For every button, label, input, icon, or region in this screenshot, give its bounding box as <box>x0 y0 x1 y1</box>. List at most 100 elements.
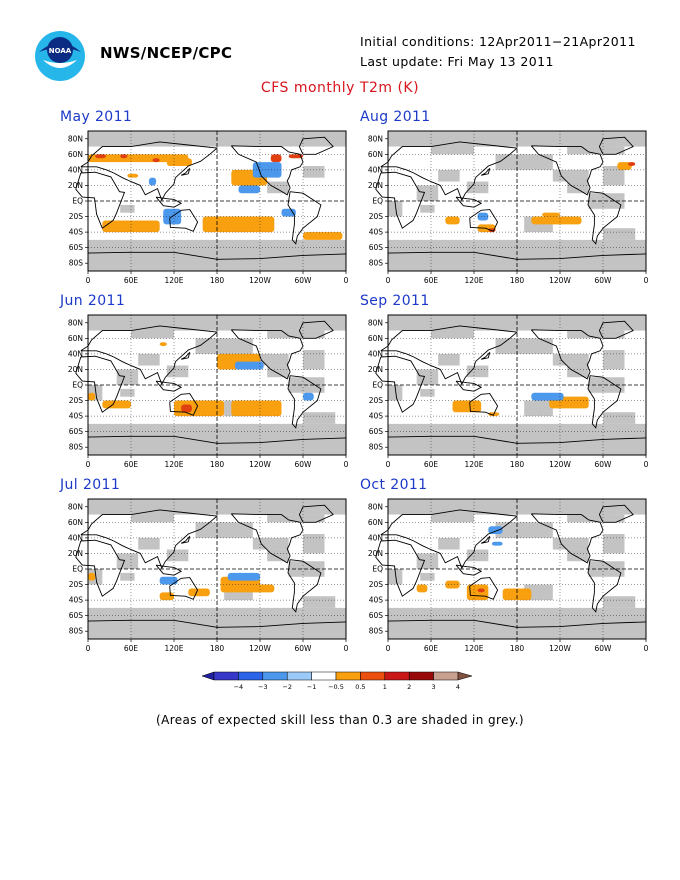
legend-swatch <box>213 671 239 681</box>
strong-warm-anomaly <box>181 404 192 413</box>
lon-tick-label: 120W <box>549 276 571 285</box>
lat-tick-label: 40N <box>368 165 383 174</box>
map-panel: Oct 2011 80N 60N 40N 20N EQ 20S 40S 60S 80S 0 60E 12… <box>360 477 660 657</box>
skill-footnote: (Areas of expected skill less than 0.3 a… <box>156 713 524 727</box>
lat-tick-label: 40N <box>68 349 83 358</box>
lat-tick-label: 60S <box>369 611 384 620</box>
svg-text:NOAA: NOAA <box>49 47 72 55</box>
cool-anomaly <box>477 212 489 221</box>
lat-tick-label: 40N <box>368 533 383 542</box>
lat-tick-label: 60N <box>68 334 83 343</box>
lat-tick-label: 40S <box>369 228 384 237</box>
lon-tick-label: 0 <box>386 460 391 469</box>
noaa-logo: NOAA <box>35 31 85 81</box>
lat-tick-label: 20N <box>68 181 83 190</box>
lon-tick-label: 0 <box>644 460 649 469</box>
strong-warm-anomaly <box>152 158 160 163</box>
warm-anomaly <box>252 584 275 593</box>
strong-warm-anomaly <box>477 588 485 593</box>
warm-anomaly <box>159 592 174 601</box>
lon-tick-label: 120E <box>164 276 183 285</box>
lat-tick-label: 80N <box>368 134 383 143</box>
lon-tick-label: 180 <box>210 460 225 469</box>
lon-tick-label: 60E <box>124 460 139 469</box>
legend-label: −2 <box>282 683 292 691</box>
legend-swatch <box>311 671 337 681</box>
strong-warm-anomaly <box>95 154 106 159</box>
lat-tick-label: EQ <box>372 565 383 574</box>
lon-tick-label: 60E <box>124 644 139 653</box>
lat-tick-label: 20N <box>68 549 83 558</box>
map-panel: Aug 2011 80N 60N 40N 20N EQ 20S 40S 60S 80S 0 60E 12… <box>360 109 660 289</box>
cool-anomaly <box>531 392 564 401</box>
lon-tick-label: 0 <box>344 644 349 653</box>
legend-label: 2 <box>407 683 411 691</box>
legend-label: 1 <box>383 683 387 691</box>
lat-tick-label: 20S <box>369 580 384 589</box>
legend-label: −4 <box>234 683 244 691</box>
legend-label: −0.5 <box>328 683 344 691</box>
warm-anomaly <box>159 342 167 347</box>
lat-tick-label: 60S <box>69 611 84 620</box>
lat-tick-label: 20S <box>69 580 84 589</box>
lat-tick-label: 60S <box>69 427 84 436</box>
lon-tick-label: 120W <box>549 644 571 653</box>
lat-tick-label: 80N <box>68 134 83 143</box>
lon-tick-label: 60W <box>295 460 313 469</box>
lat-tick-label: 40S <box>369 596 384 605</box>
lon-tick-label: 180 <box>210 276 225 285</box>
lat-tick-label: 40S <box>69 228 84 237</box>
lon-tick-label: 60E <box>124 276 139 285</box>
lon-tick-label: 120E <box>164 460 183 469</box>
panel-title: Aug 2011 <box>360 109 431 125</box>
lat-tick-label: 20N <box>368 549 383 558</box>
lat-tick-label: EQ <box>372 381 383 390</box>
cool-anomaly <box>238 185 260 194</box>
lon-tick-label: 120W <box>249 276 271 285</box>
lat-tick-label: 60N <box>368 150 383 159</box>
lat-tick-label: 40S <box>69 596 84 605</box>
map-panel: Jun 2011 80N 60N 40N 20N EQ 20S 40S 60S 80S 0 60E 12… <box>60 293 360 473</box>
legend-swatch <box>262 671 288 681</box>
strong-warm-anomaly <box>120 154 128 159</box>
lat-tick-label: 80S <box>369 443 384 452</box>
lon-tick-label: 0 <box>86 460 91 469</box>
legend-swatch <box>238 671 264 681</box>
legend-label: −3 <box>258 683 268 691</box>
warm-anomaly <box>502 588 532 601</box>
lat-tick-label: EQ <box>72 565 83 574</box>
warm-anomaly <box>102 400 131 409</box>
lat-tick-label: 20N <box>368 181 383 190</box>
lat-tick-label: 40N <box>368 349 383 358</box>
legend-swatch <box>286 671 312 681</box>
lon-tick-label: 60W <box>595 644 613 653</box>
lon-tick-label: 60E <box>424 460 439 469</box>
agency-name: NWS/NCEP/CPC <box>100 44 233 62</box>
lat-tick-label: 20N <box>368 365 383 374</box>
warm-anomaly <box>202 216 275 233</box>
legend-swatch <box>384 671 410 681</box>
lat-tick-label: 20S <box>369 212 384 221</box>
lon-tick-label: 0 <box>386 644 391 653</box>
lat-tick-label: 80N <box>368 502 383 511</box>
warm-anomaly <box>88 572 96 581</box>
lon-tick-label: 60E <box>424 644 439 653</box>
lon-tick-label: 120W <box>249 460 271 469</box>
legend-swatch <box>360 671 386 681</box>
strong-warm-anomaly <box>628 162 636 166</box>
lon-tick-label: 60W <box>595 276 613 285</box>
cool-anomaly <box>488 526 503 534</box>
strong-warm-anomaly <box>288 154 303 159</box>
warm-anomaly <box>542 212 560 217</box>
lat-tick-label: 80S <box>369 627 384 636</box>
initial-conditions: Initial conditions: 12Apr2011−21Apr2011 <box>360 34 636 49</box>
lon-tick-label: 0 <box>386 276 391 285</box>
cool-anomaly <box>159 576 178 585</box>
warm-anomaly <box>88 154 189 163</box>
legend-swatch <box>335 671 361 681</box>
lon-tick-label: 180 <box>510 644 525 653</box>
lat-tick-label: 40N <box>68 533 83 542</box>
lat-tick-label: 80N <box>68 318 83 327</box>
map-panel: May 2011 80N 60N 40N 20N EQ 20S 40S 60S 80S 0 60E 12… <box>60 109 360 289</box>
